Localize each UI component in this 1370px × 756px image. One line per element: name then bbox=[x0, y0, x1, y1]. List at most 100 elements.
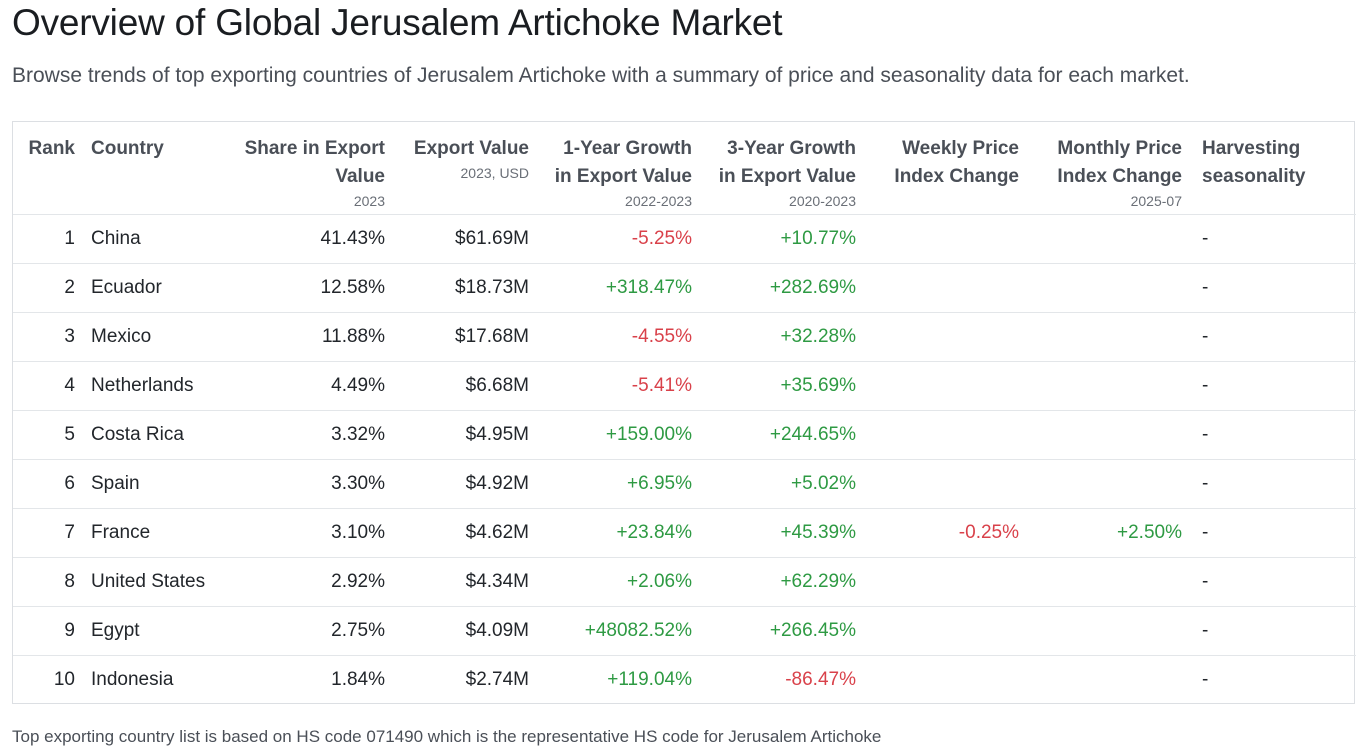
cell-monthly-price bbox=[1019, 263, 1182, 313]
cell-country: Netherlands bbox=[75, 361, 213, 411]
cell-monthly-price bbox=[1019, 606, 1182, 656]
market-table-container: Rank Country Share in Export Value 2023 E… bbox=[12, 121, 1356, 704]
footnote: Top exporting country list is based on H… bbox=[12, 727, 882, 746]
cell-harvest: - bbox=[1202, 668, 1209, 690]
cell-share: 3.10% bbox=[213, 508, 385, 558]
cell-monthly-price bbox=[1019, 361, 1182, 411]
cell-export-value: $4.62M bbox=[385, 508, 529, 558]
cell-harvest: - bbox=[1182, 312, 1356, 362]
cell-export-value: $2.74M bbox=[465, 668, 529, 690]
cell-monthly-price: +2.50% bbox=[1019, 508, 1182, 558]
cell-share: 4.49% bbox=[213, 361, 385, 411]
cell-harvest: - bbox=[1182, 459, 1356, 509]
cell-weekly-price bbox=[856, 263, 1019, 313]
market-table: Rank Country Share in Export Value 2023 E… bbox=[13, 122, 1356, 704]
cell-growth-1y: +318.47% bbox=[529, 263, 692, 313]
cell-country: Indonesia bbox=[91, 668, 174, 690]
table-row[interactable]: 2 Ecuador 12.58% $18.73M +318.47% +282.69% - bbox=[13, 263, 1356, 313]
cell-growth-1y: +2.06% bbox=[529, 557, 692, 607]
col-header-harvest[interactable]: Harvesting seasonality bbox=[1182, 122, 1356, 215]
cell-growth-1y: +23.84% bbox=[529, 508, 692, 558]
cell-share: 2.75% bbox=[213, 606, 385, 656]
cell-growth-3y: +282.69% bbox=[692, 263, 856, 313]
cell-growth-3y: +62.29% bbox=[692, 557, 856, 607]
col-header-growth-3y[interactable]: 3-Year Growth in Export Value 2020-2023 bbox=[692, 122, 856, 215]
cell-weekly-price bbox=[856, 606, 1019, 656]
cell-monthly-price bbox=[1019, 312, 1182, 362]
cell-rank: 9 bbox=[13, 606, 75, 656]
cell-weekly-price bbox=[856, 557, 1019, 607]
table-row[interactable]: 6 Spain 3.30% $4.92M +6.95% +5.02% - bbox=[13, 459, 1356, 509]
table-row[interactable]: 7 France 3.10% $4.62M +23.84% +45.39% -0.25% +2… bbox=[13, 508, 1356, 558]
cell-growth-1y: +48082.52% bbox=[529, 606, 692, 656]
cell-monthly-price bbox=[1019, 459, 1182, 509]
cell-harvest: - bbox=[1182, 410, 1356, 460]
cell-rank: 4 bbox=[13, 361, 75, 411]
cell-growth-1y: +119.04% bbox=[607, 668, 692, 690]
page-title: Overview of Global Jerusalem Artichoke M… bbox=[12, 2, 783, 43]
cell-country: Mexico bbox=[75, 312, 213, 362]
cell-growth-1y: -5.41% bbox=[529, 361, 692, 411]
cell-monthly-price bbox=[1019, 557, 1182, 607]
cell-country: Spain bbox=[75, 459, 213, 509]
cell-country: France bbox=[75, 508, 213, 558]
table-row[interactable]: 9 Egypt 2.75% $4.09M +48082.52% +266.45% - bbox=[13, 606, 1356, 656]
cell-rank: 7 bbox=[13, 508, 75, 558]
cell-country: United States bbox=[75, 557, 213, 607]
cell-export-value: $18.73M bbox=[385, 263, 529, 313]
cell-export-value: $4.92M bbox=[385, 459, 529, 509]
cell-share: 1.84% bbox=[331, 668, 385, 690]
table-body: 1 China 41.43% $61.69M -5.25% +10.77% -2 Ecuado… bbox=[13, 214, 1356, 704]
cell-harvest: - bbox=[1182, 263, 1356, 313]
cell-growth-3y: +266.45% bbox=[692, 606, 856, 656]
table-row[interactable]: 3 Mexico 11.88% $17.68M -4.55% +32.28% - bbox=[13, 312, 1356, 362]
cell-rank: 3 bbox=[13, 312, 75, 362]
table-row[interactable]: 4 Netherlands 4.49% $6.68M -5.41% +35.69% - bbox=[13, 361, 1356, 411]
cell-harvest: - bbox=[1182, 214, 1356, 264]
col-header-export-value[interactable]: Export Value 2023, USD bbox=[385, 122, 529, 215]
cell-harvest: - bbox=[1182, 508, 1356, 558]
cell-country: China bbox=[75, 214, 213, 264]
cell-share: 41.43% bbox=[213, 214, 385, 264]
cell-share: 2.92% bbox=[213, 557, 385, 607]
cell-growth-1y: -4.55% bbox=[529, 312, 692, 362]
cell-share: 11.88% bbox=[213, 312, 385, 362]
cell-share: 3.32% bbox=[213, 410, 385, 460]
cell-rank: 8 bbox=[13, 557, 75, 607]
table-row[interactable]: 5 Costa Rica 3.32% $4.95M +159.00% +244.65% - bbox=[13, 410, 1356, 460]
table-row[interactable]: 1 China 41.43% $61.69M -5.25% +10.77% - bbox=[13, 214, 1356, 264]
cell-weekly-price bbox=[856, 655, 1019, 704]
page-subtitle: Browse trends of top exporting countries… bbox=[12, 64, 1190, 87]
cell-harvest: - bbox=[1182, 557, 1356, 607]
cell-weekly-price bbox=[856, 459, 1019, 509]
cell-export-value: $61.69M bbox=[385, 214, 529, 264]
col-header-rank[interactable]: Rank bbox=[13, 122, 75, 215]
cell-rank: 6 bbox=[13, 459, 75, 509]
cell-monthly-price bbox=[1019, 214, 1182, 264]
col-header-weekly-price[interactable]: Weekly Price Index Change bbox=[856, 122, 1019, 215]
cell-country: Costa Rica bbox=[75, 410, 213, 460]
cell-weekly-price: -0.25% bbox=[856, 508, 1019, 558]
cell-harvest: - bbox=[1182, 606, 1356, 656]
col-header-country[interactable]: Country bbox=[75, 122, 213, 215]
cell-rank: 1 bbox=[13, 214, 75, 264]
cell-export-value: $17.68M bbox=[385, 312, 529, 362]
cell-export-value: $4.34M bbox=[385, 557, 529, 607]
cell-monthly-price bbox=[1019, 410, 1182, 460]
cell-country: Ecuador bbox=[75, 263, 213, 313]
cell-rank: 2 bbox=[13, 263, 75, 313]
cell-export-value: $4.09M bbox=[385, 606, 529, 656]
cell-share: 12.58% bbox=[213, 263, 385, 313]
cell-rank: 10 bbox=[53, 668, 75, 690]
col-header-share[interactable]: Share in Export Value 2023 bbox=[213, 122, 385, 215]
col-header-monthly-price[interactable]: Monthly Price Index Change 2025-07 bbox=[1019, 122, 1182, 215]
table-row[interactable]: 8 United States 2.92% $4.34M +2.06% +62.29% - bbox=[13, 557, 1356, 607]
table-header-row: Rank Country Share in Export Value 2023 E… bbox=[13, 122, 1356, 215]
cell-growth-3y: +10.77% bbox=[692, 214, 856, 264]
cell-weekly-price bbox=[856, 312, 1019, 362]
table-row[interactable]: 10 Indonesia 1.84% $2.74M +119.04% -86.47% - bbox=[13, 655, 1356, 704]
col-header-growth-1y[interactable]: 1-Year Growth in Export Value 2022-2023 bbox=[529, 122, 692, 215]
cell-growth-1y: +6.95% bbox=[529, 459, 692, 509]
cell-export-value: $4.95M bbox=[385, 410, 529, 460]
cell-growth-3y: +5.02% bbox=[692, 459, 856, 509]
